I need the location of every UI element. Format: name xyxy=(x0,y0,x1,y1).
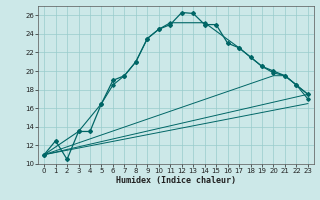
X-axis label: Humidex (Indice chaleur): Humidex (Indice chaleur) xyxy=(116,176,236,185)
